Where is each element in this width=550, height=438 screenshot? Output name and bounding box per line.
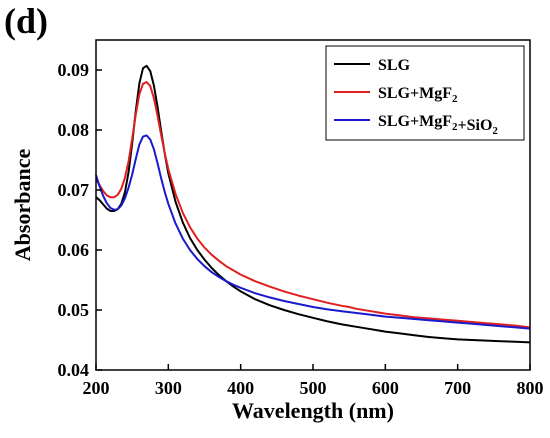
y-axis: 0.04 0.05 0.06 0.07 0.08 0.09 (58, 60, 102, 380)
x-tick-label: 400 (227, 378, 254, 398)
panel-label: (d) (4, 1, 48, 41)
x-tick-label: 300 (155, 378, 182, 398)
x-axis: 200 300 400 500 600 700 800 (83, 364, 544, 398)
y-tick-label: 0.04 (58, 360, 90, 380)
legend-label-3: SLG+MgF2+SiO2 (378, 113, 498, 137)
x-tick-label: 800 (517, 378, 544, 398)
y-tick-label: 0.05 (58, 300, 90, 320)
series-line-2 (95, 81, 531, 329)
legend: SLG SLG+MgF2 SLG+MgF2+SiO2 (325, 45, 525, 141)
x-tick-label: 700 (444, 378, 471, 398)
x-tick-label: 500 (300, 378, 327, 398)
x-axis-title: Wavelength (nm) (232, 398, 394, 423)
y-axis-title: Absorbance (10, 149, 35, 262)
y-tick-label: 0.06 (58, 240, 90, 260)
y-tick-label: 0.07 (58, 180, 90, 200)
series-layer (95, 64, 531, 344)
x-tick-label: 200 (83, 378, 110, 398)
y-tick-label: 0.09 (58, 60, 90, 80)
y-tick-label: 0.08 (58, 120, 90, 140)
legend-label-1: SLG (378, 57, 411, 74)
legend-label-2: SLG+MgF2 (378, 85, 458, 105)
series-line-3 (95, 134, 531, 330)
x-tick-label: 600 (372, 378, 399, 398)
legend-box (325, 45, 525, 141)
series-line-1 (95, 64, 531, 344)
